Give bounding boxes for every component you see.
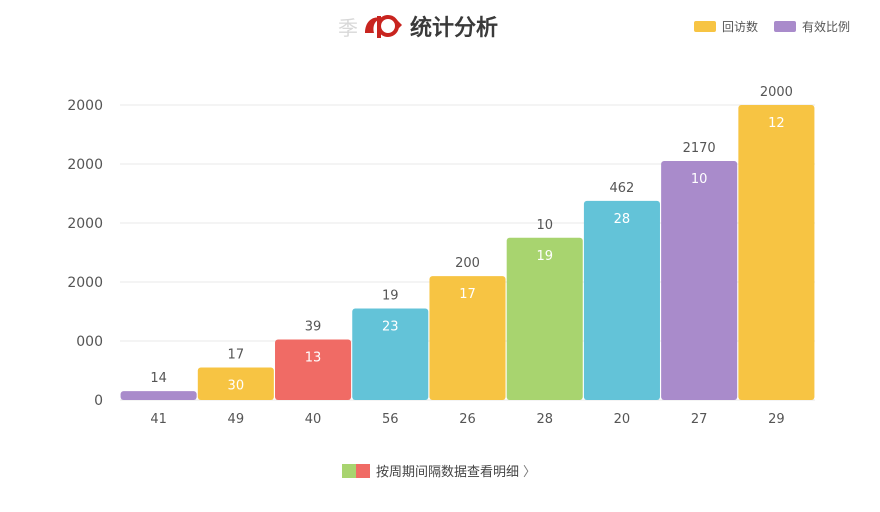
bar-top-label-5: 10 bbox=[536, 218, 553, 233]
y-tick-label-2: 2000 bbox=[67, 275, 103, 291]
bar-top-label-2: 39 bbox=[305, 320, 322, 335]
legend-swatch-0 bbox=[693, 21, 716, 32]
bar-0 bbox=[120, 391, 197, 400]
bar-7 bbox=[661, 161, 738, 400]
chart-header: 季 统计分析 回访数 有效比例 bbox=[0, 0, 880, 60]
title-group: 季 统计分析 bbox=[338, 10, 498, 42]
brand-logo-icon bbox=[365, 15, 402, 38]
bar-top-label-4: 200 bbox=[455, 256, 480, 271]
details-link-label: 按周期间隔数据查看明细 bbox=[376, 465, 520, 480]
bar-top-label-7: 2170 bbox=[683, 141, 716, 156]
y-tick-label-1: 000 bbox=[76, 334, 103, 350]
x-tick-label-7: 27 bbox=[691, 412, 708, 427]
legend: 回访数 有效比例 bbox=[693, 18, 850, 35]
chevron-right-icon: 〉 bbox=[523, 465, 537, 480]
bar-top-label-1: 17 bbox=[228, 348, 245, 363]
bar-top-label-0: 14 bbox=[150, 371, 167, 386]
chart-title: 统计分析 bbox=[410, 16, 499, 41]
bar-6 bbox=[583, 200, 660, 400]
bar-3 bbox=[352, 308, 429, 400]
bar-inner-label-4: 17 bbox=[459, 287, 476, 302]
x-tick-label-8: 29 bbox=[768, 412, 785, 427]
legend-label-0: 回访数 bbox=[721, 20, 758, 34]
bar-inner-label-5: 19 bbox=[536, 249, 553, 264]
y-tick-label-0: 0 bbox=[94, 393, 103, 409]
bar-5 bbox=[506, 237, 583, 400]
bar-inner-label-1: 30 bbox=[228, 379, 245, 394]
bar-8 bbox=[738, 105, 815, 400]
bar-4 bbox=[429, 276, 506, 400]
x-tick-label-5: 28 bbox=[536, 412, 553, 427]
bar-inner-label-2: 13 bbox=[305, 351, 322, 366]
y-tick-label-3: 2000 bbox=[67, 216, 103, 232]
ghost-glyph: 季 bbox=[338, 15, 358, 40]
bar-2 bbox=[275, 339, 352, 400]
y-tick-label-5: 2000 bbox=[67, 98, 103, 114]
details-link[interactable]: 按周期间隔数据查看明细 〉 bbox=[342, 461, 536, 480]
bar-inner-label-3: 23 bbox=[382, 320, 399, 335]
bar-top-label-3: 19 bbox=[382, 289, 399, 304]
y-tick-label-4: 2000 bbox=[67, 157, 103, 173]
legend-swatch-1 bbox=[773, 21, 796, 32]
x-tick-label-0: 41 bbox=[150, 412, 167, 427]
legend-item-1[interactable]: 有效比例 bbox=[773, 18, 850, 35]
footer-swatch-1 bbox=[356, 463, 370, 478]
legend-label-1: 有效比例 bbox=[801, 20, 850, 34]
x-tick-label-4: 26 bbox=[459, 412, 476, 427]
bar-inner-label-8: 12 bbox=[768, 116, 785, 131]
legend-item-0[interactable]: 回访数 bbox=[693, 18, 758, 35]
bar-1 bbox=[197, 367, 274, 400]
x-tick-label-2: 40 bbox=[305, 412, 322, 427]
bar-inner-label-6: 28 bbox=[614, 212, 631, 227]
x-tick-label-3: 56 bbox=[382, 412, 399, 427]
x-tick-label-1: 49 bbox=[228, 412, 245, 427]
bar-top-label-6: 462 bbox=[610, 181, 635, 196]
footer-swatch-0 bbox=[342, 463, 356, 478]
bar-inner-label-7: 10 bbox=[691, 172, 708, 187]
bar-top-label-8: 2000 bbox=[760, 85, 793, 100]
x-tick-label-6: 20 bbox=[614, 412, 631, 427]
